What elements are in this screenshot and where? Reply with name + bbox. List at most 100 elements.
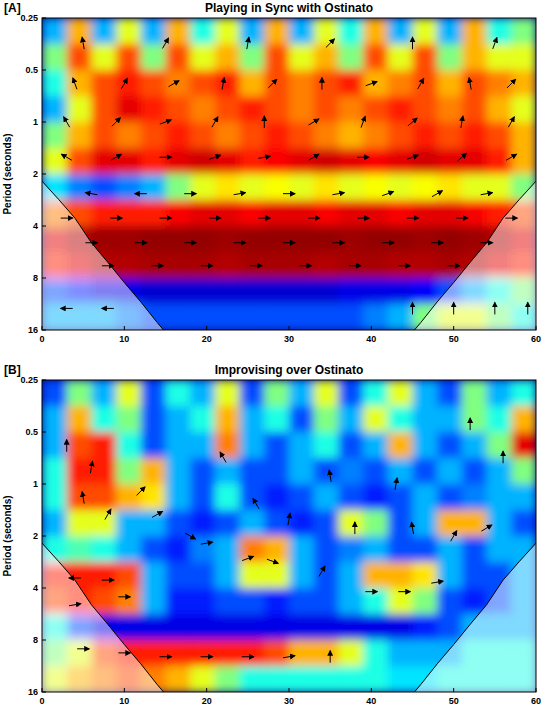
y-tick — [42, 640, 46, 641]
coi-line — [42, 181, 536, 330]
cell — [141, 70, 166, 97]
phase-arrow — [77, 648, 89, 649]
cell — [363, 484, 388, 511]
cell — [338, 304, 363, 330]
x-tick-label: 30 — [284, 696, 294, 706]
cell — [314, 278, 339, 305]
cell — [511, 44, 536, 71]
cell — [91, 484, 116, 511]
phase-arrow — [268, 79, 276, 87]
cell — [338, 432, 363, 459]
cell — [413, 278, 438, 305]
phase-arrow — [185, 533, 195, 539]
cell — [141, 380, 166, 407]
cell — [190, 44, 215, 71]
cell — [413, 562, 438, 589]
phase-arrow — [267, 559, 278, 563]
cell — [264, 200, 289, 227]
cell — [166, 304, 191, 330]
cell — [240, 70, 265, 97]
cell — [388, 148, 413, 175]
cell — [116, 148, 141, 175]
cell — [363, 536, 388, 563]
phase-arrow — [102, 308, 114, 309]
cell — [289, 44, 314, 71]
cell — [413, 122, 438, 149]
cell — [413, 510, 438, 537]
phase-arrow — [82, 37, 84, 49]
cell — [190, 406, 215, 433]
cell — [487, 484, 512, 511]
y-tick — [42, 174, 46, 175]
cell — [141, 536, 166, 563]
cell — [289, 406, 314, 433]
cell — [413, 252, 438, 279]
phase-arrow — [247, 37, 249, 49]
cell — [487, 174, 512, 201]
cell — [363, 432, 388, 459]
cell — [190, 614, 215, 641]
x-tick — [371, 326, 372, 330]
cell — [141, 252, 166, 279]
cell — [240, 614, 265, 641]
cell — [487, 70, 512, 97]
phase-arrow — [69, 577, 81, 578]
cell — [190, 96, 215, 123]
cell — [437, 588, 462, 615]
cell — [264, 252, 289, 279]
cell — [166, 70, 191, 97]
cell — [363, 380, 388, 407]
y-tick — [42, 380, 46, 381]
cell — [511, 122, 536, 149]
cell — [511, 510, 536, 537]
x-tick — [289, 688, 290, 692]
cell — [240, 588, 265, 615]
cell — [264, 484, 289, 511]
phase-arrow — [184, 242, 196, 243]
cell — [264, 614, 289, 641]
cell — [413, 200, 438, 227]
cell — [42, 122, 67, 149]
phase-arrow — [408, 118, 417, 126]
cell — [338, 148, 363, 175]
x-tick — [536, 326, 537, 330]
cell — [215, 666, 240, 692]
cell — [413, 44, 438, 71]
phase-arrow — [508, 117, 514, 127]
cell — [215, 432, 240, 459]
phase-arrow — [481, 525, 491, 531]
x-tick-label: 0 — [39, 696, 44, 706]
cell — [166, 484, 191, 511]
x-tick-label: 60 — [531, 696, 541, 706]
cell — [437, 432, 462, 459]
cell — [116, 614, 141, 641]
cell — [314, 226, 339, 253]
cell — [437, 614, 462, 641]
y-tick-label: 1 — [33, 117, 38, 127]
phase-arrow — [366, 82, 377, 86]
phase-arrow — [493, 38, 497, 49]
phase-arrow — [407, 155, 418, 159]
phase-arrow — [102, 580, 114, 581]
cell — [166, 406, 191, 433]
cell — [462, 70, 487, 97]
cell — [264, 174, 289, 201]
cell — [166, 96, 191, 123]
cell — [289, 484, 314, 511]
y-tick-label: 0.5 — [25, 427, 38, 437]
cell — [215, 562, 240, 589]
cell — [240, 304, 265, 330]
x-tick — [536, 688, 537, 692]
cell — [462, 18, 487, 45]
phase-arrow — [152, 511, 162, 517]
title: Improvising over Ostinato — [215, 363, 364, 377]
cell — [215, 122, 240, 149]
cell — [264, 226, 289, 253]
y-tick-label: 4 — [33, 583, 38, 593]
cell — [289, 18, 314, 45]
cell — [314, 666, 339, 692]
phase-arrow — [299, 265, 311, 266]
cell — [116, 122, 141, 149]
cell — [215, 484, 240, 511]
cell — [487, 432, 512, 459]
